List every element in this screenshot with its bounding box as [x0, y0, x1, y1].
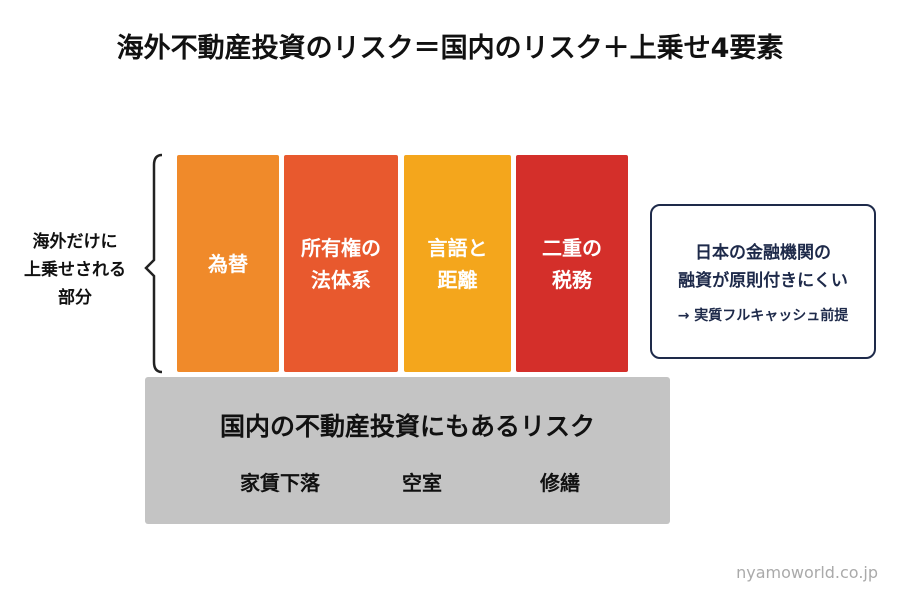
- base-block: 国内の不動産投資にもあるリスク 家賃下落 空室 修繕: [145, 377, 670, 524]
- block-text: 距離: [437, 267, 478, 292]
- base-item: 空室: [402, 471, 442, 495]
- base-title: 国内の不動産投資にもあるリスク: [219, 412, 595, 441]
- block-text: 二重の: [542, 235, 602, 260]
- note-box: 日本の金融機関の 融資が原則付きにくい → 実質フルキャッシュ前提: [650, 204, 876, 359]
- bracket: [144, 153, 163, 374]
- note-sub: → 実質フルキャッシュ前提: [677, 307, 849, 324]
- risk-block: 二重の 税務: [516, 155, 628, 372]
- bracket-line-text: 海外だけに: [32, 232, 118, 252]
- bracket-label: 海外だけに 上乗せされる 部分: [10, 228, 140, 312]
- title: 海外不動産投資のリスク＝国内のリスク＋上乗せ4要素: [116, 33, 784, 64]
- risk-block: 所有権の 法体系: [284, 155, 398, 372]
- block-text: 法体系: [311, 267, 371, 292]
- watermark: nyamoworld.co.jp: [736, 563, 878, 582]
- block-text: 税務: [552, 267, 592, 292]
- risk-block: 為替: [177, 155, 279, 372]
- block-text: 所有権の: [301, 235, 381, 260]
- base-item: 修繕: [540, 471, 580, 495]
- bracket-line-text: 上乗せされる: [24, 260, 126, 280]
- block-text: 為替: [208, 251, 248, 276]
- risk-block: 言語と 距離: [404, 155, 511, 372]
- block-text: 言語と: [427, 235, 488, 260]
- base-item: 家賃下落: [240, 471, 320, 495]
- note-line: 日本の金融機関の: [695, 242, 831, 263]
- bracket-line: [144, 153, 163, 374]
- note-line: 融資が原則付きにくい: [678, 270, 848, 291]
- bracket-line-text: 部分: [58, 288, 92, 308]
